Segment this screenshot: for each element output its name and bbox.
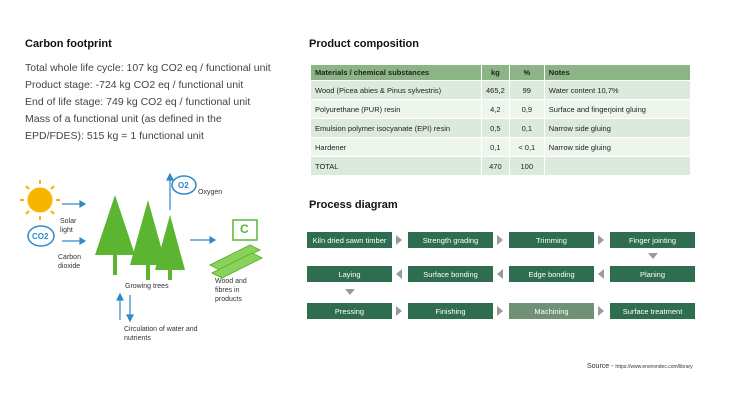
table-row: Wood (Picea abies & Pinus sylvestris) 465… bbox=[310, 80, 692, 100]
icon-text: C bbox=[240, 222, 249, 236]
footprint-line: End of life stage: 749 kg CO2 eq / funct… bbox=[25, 96, 251, 108]
label: Carbon dioxide bbox=[58, 254, 81, 270]
table-cell: 0,1 bbox=[481, 137, 510, 157]
arrow bbox=[648, 253, 658, 259]
process-step: Planing bbox=[610, 266, 695, 282]
process-step: Finishing bbox=[408, 303, 493, 319]
section-title: Process diagram bbox=[309, 199, 398, 211]
process-step: Finger jointing bbox=[610, 232, 695, 248]
arrow bbox=[598, 306, 604, 316]
table-cell: Wood (Picea abies & Pinus sylvestris) bbox=[310, 80, 482, 100]
section-title: Carbon footprint bbox=[25, 38, 112, 50]
source-label: Source - bbox=[587, 363, 614, 370]
process-step: Kiln dried sawn timber bbox=[307, 232, 392, 248]
arrow bbox=[396, 235, 402, 245]
co2-cloud bbox=[27, 225, 55, 247]
table-cell: 470 bbox=[481, 156, 510, 176]
section-title: Product composition bbox=[309, 38, 419, 50]
table-cell: TOTAL bbox=[310, 156, 482, 176]
carbon-box bbox=[232, 219, 258, 241]
table-cell: Hardener bbox=[310, 137, 482, 157]
process-step: Machining bbox=[509, 303, 594, 319]
arrow bbox=[396, 269, 402, 279]
footprint-line: Total whole life cycle: 107 kg CO2 eq / … bbox=[25, 62, 271, 74]
table-cell: 465,2 bbox=[481, 80, 510, 100]
header-cell: kg bbox=[481, 64, 510, 81]
table-cell: 0,5 bbox=[481, 118, 510, 138]
table-row: Emulsion polymer isocyanate (EPI) resin 0… bbox=[310, 118, 692, 138]
sun bbox=[20, 180, 60, 220]
label: Wood and fibres in products bbox=[215, 278, 247, 303]
illustration bbox=[20, 172, 264, 323]
process-step: Surface treatment bbox=[610, 303, 695, 319]
table-cell bbox=[543, 156, 692, 176]
table-cell: Polyurethane (PUR) resin bbox=[310, 99, 482, 119]
process-step: Edge bonding bbox=[509, 266, 594, 282]
source: Source - https://www.environdec.com/libr… bbox=[587, 363, 693, 370]
header-cell: Materials / chemical substances bbox=[310, 64, 482, 81]
arrow bbox=[598, 235, 604, 245]
icon-text: O2 bbox=[178, 181, 189, 190]
table-cell: Emulsion polymer isocyanate (EPI) resin bbox=[310, 118, 482, 138]
label: Solar light bbox=[60, 218, 77, 234]
table-row: Hardener 0,1 < 0,1 Narrow side gluing bbox=[310, 137, 692, 157]
footprint-line: Product stage: -724 kg CO2 eq / function… bbox=[25, 79, 244, 91]
header-cell: Notes bbox=[543, 64, 692, 81]
header-cell: % bbox=[508, 64, 545, 81]
table-cell: 4,2 bbox=[481, 99, 510, 119]
table-cell: Water content 10,7% bbox=[543, 80, 692, 100]
footprint-line: Mass of a functional unit (as defined in… bbox=[25, 113, 222, 142]
table-row: Polyurethane (PUR) resin 4,2 0,9 Surface an… bbox=[310, 99, 692, 119]
arrow bbox=[396, 306, 402, 316]
process-step: Pressing bbox=[307, 303, 392, 319]
source-url: https://www.environdec.com/library bbox=[615, 364, 693, 370]
label: Growing trees bbox=[125, 283, 169, 290]
label: Circulation of water and nutrients bbox=[124, 326, 198, 342]
arrow bbox=[497, 235, 503, 245]
process-step: Trimming bbox=[509, 232, 594, 248]
table-row: TOTAL 470 100 bbox=[310, 156, 692, 176]
table-cell: 0,1 bbox=[508, 118, 545, 138]
trees bbox=[95, 195, 185, 280]
table-cell: 0,9 bbox=[508, 99, 545, 119]
arrow bbox=[345, 289, 355, 295]
header-row: Materials / chemical substances kg % Not… bbox=[310, 64, 692, 81]
o2-cloud bbox=[171, 175, 197, 195]
table-cell: Surface and fingerjoint gluing bbox=[543, 99, 692, 119]
icon-text: CO2 bbox=[32, 232, 49, 241]
process-step: Laying bbox=[307, 266, 392, 282]
table-cell: 100 bbox=[508, 156, 545, 176]
arrow bbox=[598, 269, 604, 279]
label: Oxygen bbox=[198, 189, 223, 196]
wood-planks bbox=[208, 244, 264, 279]
arrows bbox=[62, 172, 217, 323]
process-step: Surface bonding bbox=[408, 266, 493, 282]
process-step: Strength grading bbox=[408, 232, 493, 248]
table-cell: Narrow side gluing bbox=[543, 137, 692, 157]
composition-table: Materials / chemical substances kg % Not… bbox=[310, 64, 692, 176]
table-cell: 99 bbox=[508, 80, 545, 100]
arrow bbox=[497, 269, 503, 279]
table-cell: < 0,1 bbox=[508, 137, 545, 157]
table-cell: Narrow side gluing bbox=[543, 118, 692, 138]
arrow bbox=[497, 306, 503, 316]
